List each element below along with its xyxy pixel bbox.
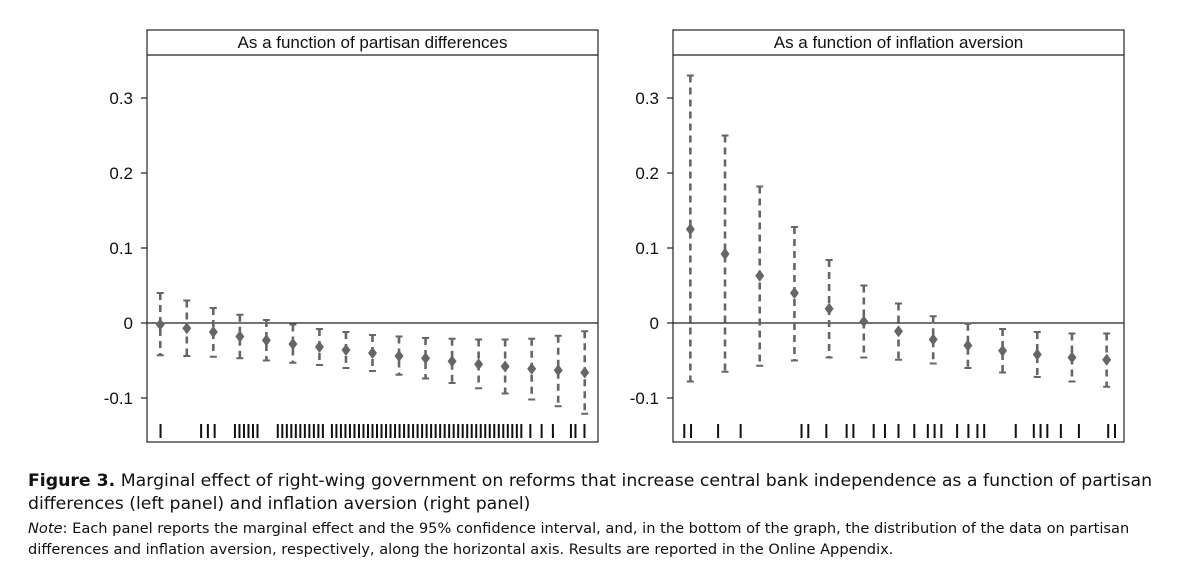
note-text: : Each panel reports the marginal effect… xyxy=(28,520,1130,558)
estimate-point xyxy=(1102,353,1112,366)
estimate-point xyxy=(368,347,377,359)
caption-text: Marginal effect of right-wing government… xyxy=(28,471,1153,514)
estimate-point xyxy=(720,248,730,260)
estimate-point xyxy=(182,322,192,335)
estimate-point xyxy=(789,287,799,299)
y-tick-label: 0 xyxy=(650,314,659,333)
estimate-point xyxy=(261,334,271,347)
estimate-point xyxy=(755,269,765,282)
estimate-point xyxy=(553,364,563,377)
estimate-point xyxy=(928,333,938,346)
estimate-point xyxy=(208,326,218,338)
estimate-point xyxy=(474,358,484,371)
estimate-point xyxy=(341,344,351,356)
estimate-point xyxy=(500,360,510,373)
estimate-point xyxy=(1067,351,1077,364)
estimate-point xyxy=(527,362,537,375)
left-panel: As a function of partisan differences 0.3… xyxy=(104,29,599,443)
estimate-point xyxy=(288,338,298,350)
estimate-point xyxy=(155,318,165,331)
y-tick-label: 0.3 xyxy=(635,89,659,108)
estimate-point xyxy=(894,325,903,338)
plot-frame xyxy=(146,29,599,443)
panel-title: As a function of inflation aversion xyxy=(774,33,1023,52)
estimate-point xyxy=(859,315,869,328)
estimate-point xyxy=(685,223,695,236)
right-panel: As a function of inflation aversion 0.3 0.… xyxy=(630,29,1125,443)
panel-title: As a function of partisan differences xyxy=(238,33,508,52)
y-tick-label: 0 xyxy=(124,314,133,333)
y-tick-label: 0.2 xyxy=(109,164,133,183)
estimate-point xyxy=(235,330,245,343)
caption-main: Figure 3. Marginal effect of right-wing … xyxy=(28,470,1188,516)
y-tick-label: -0.1 xyxy=(630,389,659,408)
estimate-point xyxy=(580,366,590,379)
estimate-point xyxy=(447,355,457,368)
estimate-point xyxy=(394,350,404,362)
figure-3-chart: As a function of partisan differences 0.3… xyxy=(104,29,1125,443)
estimate-point xyxy=(824,302,834,315)
caption-note: Note: Each panel reports the marginal ef… xyxy=(28,518,1188,560)
estimate-point xyxy=(998,344,1008,357)
figure-caption: Figure 3. Marginal effect of right-wing … xyxy=(28,470,1188,560)
estimate-point xyxy=(1032,348,1042,361)
y-tick-label: 0.1 xyxy=(635,239,659,258)
estimate-point xyxy=(314,341,324,353)
estimate-point xyxy=(421,352,431,365)
y-tick-label: -0.1 xyxy=(104,389,133,408)
y-tick-label: 0.1 xyxy=(109,239,133,258)
estimate-point xyxy=(963,339,973,352)
y-tick-label: 0.2 xyxy=(635,164,659,183)
caption-label: Figure 3. xyxy=(28,471,116,491)
plot-frame xyxy=(672,29,1125,443)
note-label: Note xyxy=(28,520,63,537)
y-tick-label: 0.3 xyxy=(109,89,133,108)
